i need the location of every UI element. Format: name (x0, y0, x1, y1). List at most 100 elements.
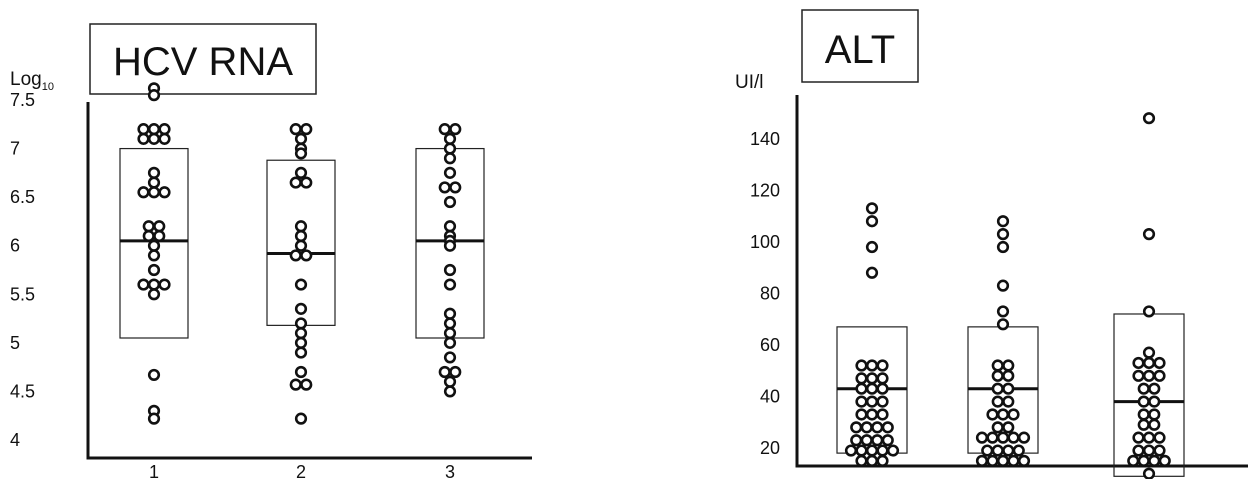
data-point (991, 359, 1004, 372)
y-tick-label: 140 (750, 129, 780, 149)
data-point (443, 166, 457, 179)
data-point (294, 229, 308, 243)
data-point (158, 132, 171, 145)
data-point (137, 186, 150, 199)
data-point (1142, 305, 1156, 318)
data-point (986, 408, 999, 421)
data-point (865, 240, 879, 254)
data-point (1002, 395, 1015, 408)
data-point (147, 239, 161, 252)
data-point (1153, 369, 1166, 382)
data-point (850, 421, 863, 434)
y-axis-label: Log10 (10, 69, 54, 93)
data-point (1007, 408, 1020, 421)
y-tick-label: 5 (10, 333, 20, 353)
x-tick-label: 3 (445, 462, 455, 479)
data-point (289, 123, 302, 136)
data-point (443, 385, 457, 398)
data-point (443, 317, 457, 330)
data-point (443, 375, 457, 388)
data-point (991, 382, 1004, 395)
data-point (147, 123, 161, 136)
data-point (881, 421, 894, 434)
data-point (876, 395, 889, 408)
y-tick-label: 6.5 (10, 187, 35, 207)
chart-title: ALT (825, 28, 895, 72)
data-point (137, 278, 150, 291)
data-point (1137, 395, 1150, 408)
data-point (158, 186, 171, 199)
iqr-box (119, 147, 189, 339)
data-point (876, 359, 889, 372)
data-point (449, 365, 462, 379)
data-point (991, 369, 1004, 382)
data-point (1132, 431, 1145, 444)
data-point (443, 327, 457, 340)
chart-title: HCV RNA (113, 40, 293, 84)
data-point (137, 132, 150, 145)
data-point (147, 89, 161, 102)
data-point (142, 229, 155, 243)
data-point (1002, 421, 1015, 434)
y-tick-label: 80 (760, 283, 780, 303)
data-point (443, 132, 457, 145)
data-point (443, 152, 457, 165)
data-point (147, 263, 161, 277)
y-tick-label: 4 (10, 430, 20, 450)
y-tick-label: 40 (760, 386, 780, 406)
data-point (844, 444, 858, 457)
data-point (294, 302, 308, 315)
chart-title-frame (801, 9, 919, 83)
data-point (865, 215, 879, 228)
data-point (855, 359, 868, 372)
data-point (1153, 444, 1166, 457)
data-point (438, 181, 451, 194)
data-point (1148, 395, 1161, 408)
data-point (294, 147, 308, 160)
data-point (294, 327, 308, 340)
x-tick-labels: 1 2 3 (149, 462, 455, 479)
data-point (147, 412, 161, 425)
data-point (986, 454, 999, 467)
data-point (289, 378, 302, 391)
data-point (876, 444, 889, 457)
data-point (1148, 408, 1161, 421)
y-tick-label: 20 (760, 438, 780, 458)
data-point (300, 249, 313, 262)
data-point (1142, 444, 1156, 457)
data-point (1153, 431, 1166, 444)
data-point (865, 444, 879, 457)
data-point (294, 220, 308, 233)
y-tick-label: 120 (750, 180, 780, 200)
data-point (855, 408, 868, 421)
data-point (860, 421, 873, 434)
data-point (1137, 408, 1150, 421)
data-point (147, 249, 161, 262)
data-point (865, 359, 879, 372)
data-point (294, 317, 308, 330)
data-point (876, 372, 889, 385)
axes (86, 102, 532, 460)
chart-title-frame (89, 23, 317, 95)
data-point (294, 239, 308, 252)
data-point (855, 395, 868, 408)
data-point (855, 454, 868, 467)
data-point (289, 176, 302, 189)
x-tick-label: 2 (296, 462, 306, 479)
data-point (294, 365, 308, 379)
data-point (294, 166, 308, 179)
data-point (443, 239, 457, 252)
data-point (860, 434, 873, 447)
y-tick-label: 5.5 (10, 284, 35, 304)
data-point (158, 123, 171, 136)
data-point (443, 220, 457, 233)
data-point (996, 305, 1010, 318)
data-point (1017, 431, 1031, 444)
data-point (871, 421, 884, 434)
data-point (449, 123, 462, 136)
data-point (443, 263, 457, 277)
y-tick-label: 6 (10, 236, 20, 256)
data-point (1142, 356, 1156, 370)
data-point (147, 368, 161, 382)
